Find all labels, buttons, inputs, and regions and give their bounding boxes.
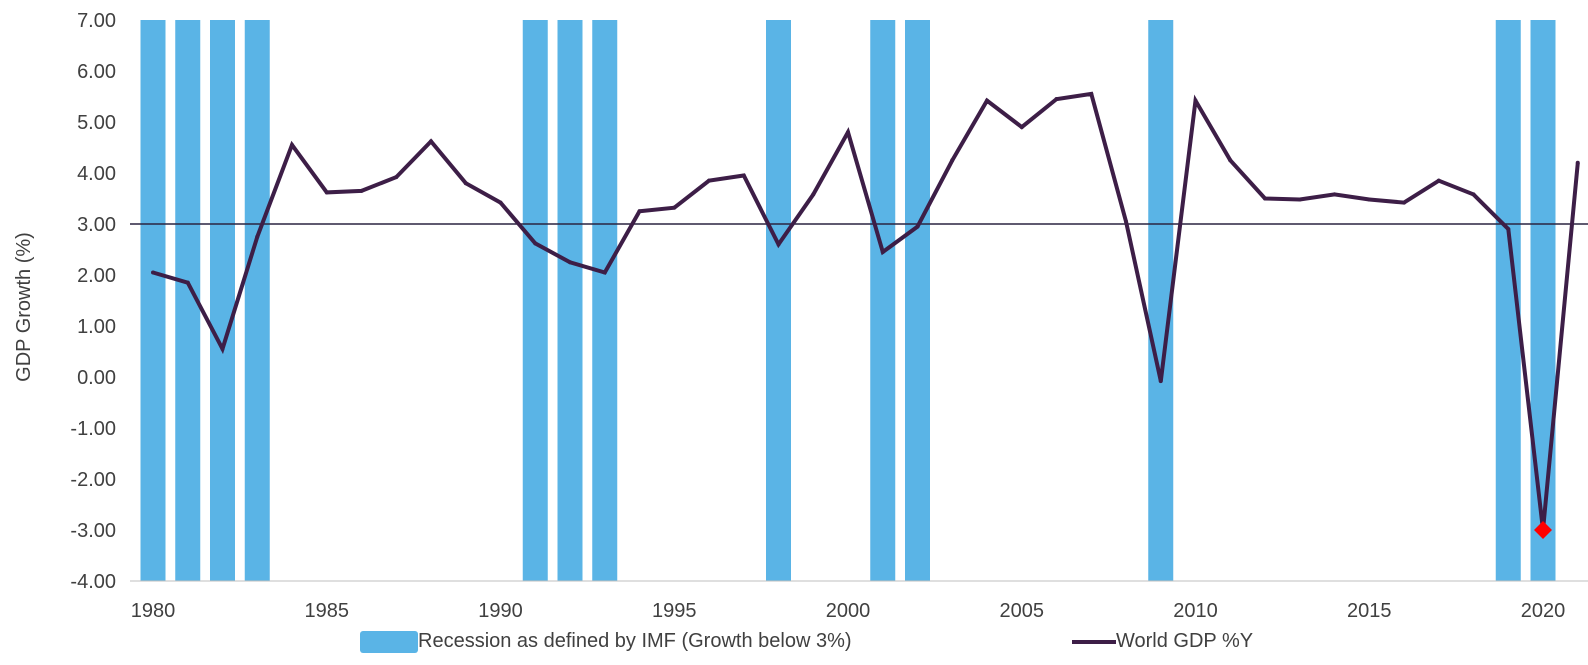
x-tick-label: 1985 [305, 600, 350, 622]
y-tick-label: 2.00 [77, 265, 116, 287]
gdp-point-1994 [637, 209, 642, 214]
recession-bar-2020 [1530, 20, 1556, 581]
gdp-point-1985 [324, 190, 329, 195]
y-tick-label: 1.00 [77, 316, 116, 338]
gdp-point-2007 [1089, 91, 1094, 96]
gdp-point-1981 [185, 280, 190, 285]
gdp-point-1998 [776, 242, 781, 247]
world-gdp-points [151, 91, 1580, 532]
gdp-point-2017 [1436, 178, 1441, 183]
gdp-point-1983 [255, 234, 260, 239]
legend-label-recession: Recession as defined by IMF (Growth belo… [418, 630, 852, 652]
y-tick-label: -1.00 [70, 418, 116, 440]
gdp-point-2021 [1575, 160, 1580, 165]
x-tick-label: 2010 [1173, 600, 1218, 622]
gdp-point-2010 [1193, 98, 1198, 103]
y-tick-label: -2.00 [70, 469, 116, 491]
gdp-point-2006 [1054, 97, 1059, 102]
gdp-point-2019 [1506, 227, 1511, 232]
y-tick-label: 6.00 [77, 61, 116, 83]
legend-label-gdp: World GDP %Y [1116, 630, 1254, 652]
covid-low-marker [1534, 521, 1552, 539]
x-tick-label: 2005 [1000, 600, 1045, 622]
recession-bar-1983 [244, 20, 270, 581]
recession-bar-1992 [557, 20, 583, 581]
gdp-point-1992 [568, 260, 572, 265]
x-axis-ticks: 1980 1985 1990 1995 2000 2005 2010 2015 2020 [131, 600, 1566, 622]
gdp-point-1996 [707, 178, 711, 183]
y-axis-ticks: 7.00 6.00 5.00 4.00 3.00 2.00 1.00 0.00 -1.00 -2.… [70, 10, 116, 593]
gdp-point-2005 [1019, 125, 1024, 130]
x-tick-label: 2000 [826, 600, 871, 622]
y-tick-label: 5.00 [77, 112, 116, 134]
gdp-growth-chart: 7.00 6.00 5.00 4.00 3.00 2.00 1.00 0.00 -1.00 -2.… [13, 10, 1588, 622]
gdp-point-1990 [498, 200, 503, 205]
world-gdp-line [152, 91, 1580, 531]
x-tick-label: 1995 [652, 600, 697, 622]
x-tick-label: 1990 [478, 600, 523, 622]
y-tick-label: 4.00 [77, 163, 116, 185]
gdp-point-2013 [1297, 197, 1302, 202]
gdp-point-1984 [290, 142, 294, 147]
y-tick-label: 7.00 [77, 10, 116, 32]
recession-bar-1980 [140, 20, 166, 581]
gdp-point-2016 [1402, 200, 1406, 205]
gdp-point-2004 [985, 98, 989, 103]
legend-item-recession: Recession as defined by IMF (Growth belo… [360, 630, 852, 653]
gdp-point-1999 [811, 192, 816, 197]
gdp-point-1995 [672, 205, 677, 210]
gdp-point-2011 [1228, 158, 1233, 163]
recession-bar-1998 [766, 20, 791, 581]
x-tick-label: 2015 [1347, 600, 1392, 622]
y-axis-title: GDP Growth (%) [13, 232, 35, 382]
gdp-point-2012 [1263, 196, 1267, 201]
x-tick-label: 1980 [131, 600, 176, 622]
gdp-point-2009 [1158, 379, 1163, 384]
gdp-point-2001 [880, 250, 885, 255]
gdp-point-1987 [394, 175, 399, 180]
recession-bar-2001 [870, 20, 896, 581]
gdp-point-2000 [846, 130, 850, 135]
gdp-point-1988 [429, 139, 433, 144]
recession-bar-2002 [905, 20, 930, 581]
y-tick-label: -4.00 [70, 571, 116, 593]
y-tick-label: 0.00 [77, 367, 116, 389]
gdp-point-1980 [151, 270, 155, 275]
recession-bar-1982 [210, 20, 235, 581]
gdp-point-2008 [1124, 219, 1128, 224]
gdp-point-1991 [533, 241, 538, 246]
gdp-point-1989 [463, 181, 468, 186]
recession-bar-1991 [522, 20, 548, 581]
legend-item-gdp: World GDP %Y [1072, 630, 1253, 653]
x-tick-label: 2020 [1521, 600, 1566, 622]
gdp-point-2015 [1367, 197, 1372, 202]
gdp-point-2018 [1471, 192, 1476, 197]
gdp-point-1986 [359, 188, 364, 193]
gdp-point-1993 [602, 270, 607, 275]
gdp-line-swatch [1072, 639, 1116, 644]
gdp-point-1997 [741, 173, 746, 178]
recession-bar-1993 [592, 20, 618, 581]
gdp-point-2003 [950, 158, 955, 163]
y-tick-label: -3.00 [70, 520, 116, 542]
gdp-point-2002 [915, 224, 920, 229]
gdp-point-1982 [220, 346, 225, 351]
legend: Recession as defined by IMF (Growth belo… [0, 630, 1588, 660]
recession-swatch [360, 630, 418, 653]
y-tick-label: 3.00 [77, 214, 116, 236]
gdp-point-2014 [1332, 192, 1337, 197]
recession-bars [140, 20, 1556, 581]
